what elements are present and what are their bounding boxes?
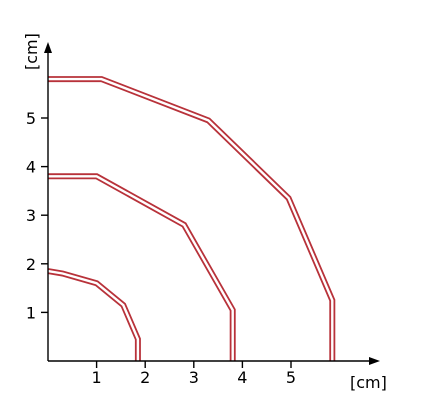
band-1-core: [47, 269, 140, 361]
bands-layer: [47, 76, 336, 361]
y-tick-label-2: 2: [26, 255, 36, 274]
band-1-outline: [47, 268, 141, 361]
y-tick-label-5: 5: [26, 109, 36, 128]
x-axis-arrowhead: [369, 357, 380, 365]
y-axis-arrowhead: [44, 42, 52, 53]
y-ticks-layer: 1 2 3 4 5: [26, 109, 48, 322]
band-2-core: [48, 175, 234, 361]
x-tick-label-5: 5: [286, 368, 296, 387]
x-tick-label-1: 1: [92, 368, 102, 387]
y-tick-label-1: 1: [26, 303, 36, 322]
x-ticks-layer: 1 2 3 4 5: [92, 361, 296, 387]
y-tick-label-3: 3: [26, 206, 36, 225]
x-axis-unit-label: [cm]: [350, 373, 387, 392]
band-2-outline: [48, 173, 236, 361]
y-axis-unit-label: [cm]: [22, 33, 41, 70]
y-tick-label-4: 4: [26, 158, 36, 177]
x-tick-label-2: 2: [140, 368, 150, 387]
band-3-core: [48, 77, 334, 361]
x-tick-label-4: 4: [237, 368, 247, 387]
band-3-outline: [48, 76, 336, 361]
x-tick-label-3: 3: [189, 368, 199, 387]
